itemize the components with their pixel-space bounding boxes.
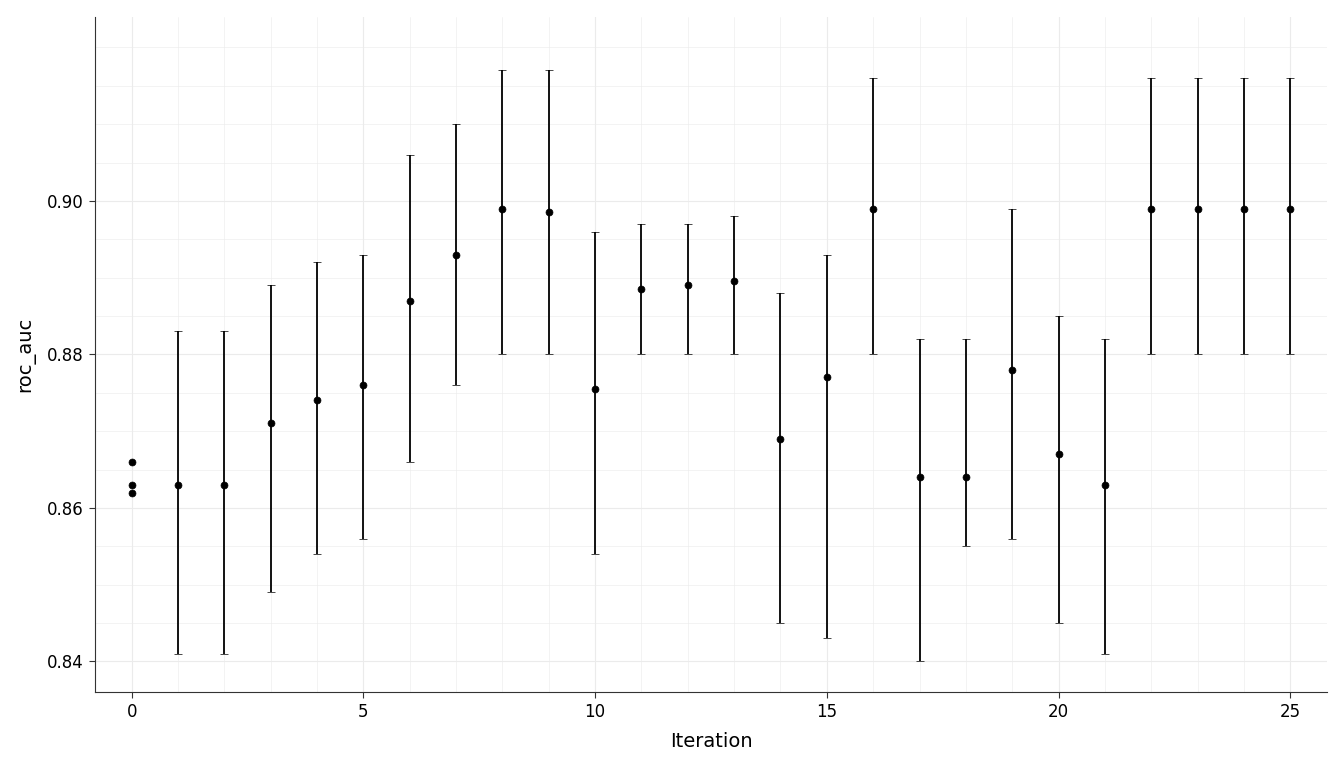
Y-axis label: roc_auc: roc_auc [16,316,36,392]
X-axis label: Iteration: Iteration [669,733,753,751]
